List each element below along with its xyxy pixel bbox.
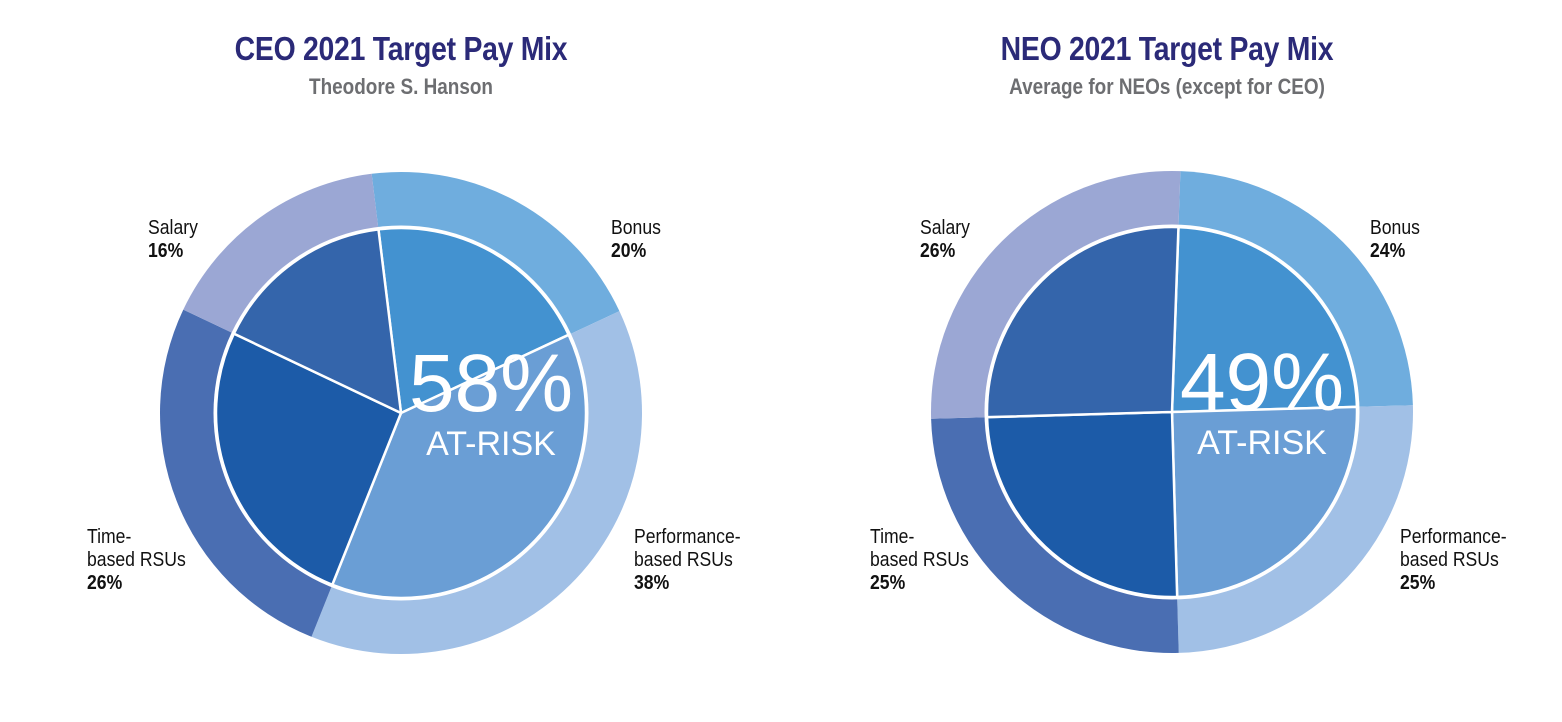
ceo-inner-slice-bonus (377, 226, 570, 415)
ceo-chart-title: CEO 2021 Target Pay Mix (234, 30, 568, 67)
neo-inner-slice-time-based-rsus (985, 410, 1179, 599)
ceo-label-salary: Salary 16% (148, 217, 198, 262)
ceo-label-performance-rsus: Performance-based RSUs 38% (634, 526, 741, 594)
neo-label-time-rsus: Time-based RSUs 25% (870, 526, 969, 594)
ceo-center-value: 58% (409, 338, 573, 429)
ceo-inner-slice-salary (232, 228, 403, 415)
neo-chart-subtitle: Average for NEOs (except for CEO) (1009, 74, 1325, 99)
neo-inner-slice-bonus (1170, 225, 1359, 414)
ceo-inner-slice-time-based-rsus (214, 332, 403, 587)
neo-label-performance-rsus: Performance-based RSUs 25% (1400, 526, 1507, 594)
neo-center-value: 49% (1180, 337, 1344, 428)
ceo-chart-subtitle: Theodore S. Hanson (309, 74, 493, 99)
neo-label-bonus: Bonus 24% (1370, 217, 1420, 262)
ceo-label-time-rsus: Time-based RSUs 26% (87, 526, 186, 594)
neo-label-salary: Salary 26% (920, 217, 970, 262)
neo-inner-slice-salary (985, 225, 1180, 419)
neo-chart-title: NEO 2021 Target Pay Mix (1000, 30, 1334, 67)
neo-center-label: AT-RISK (1197, 424, 1327, 462)
ceo-label-bonus: Bonus 20% (611, 217, 661, 262)
ceo-inner-slice-performance-based-rsus (331, 333, 588, 600)
ceo-center-label: AT-RISK (426, 425, 556, 463)
neo-inner-slice-performance-based-rsus (1170, 405, 1359, 599)
